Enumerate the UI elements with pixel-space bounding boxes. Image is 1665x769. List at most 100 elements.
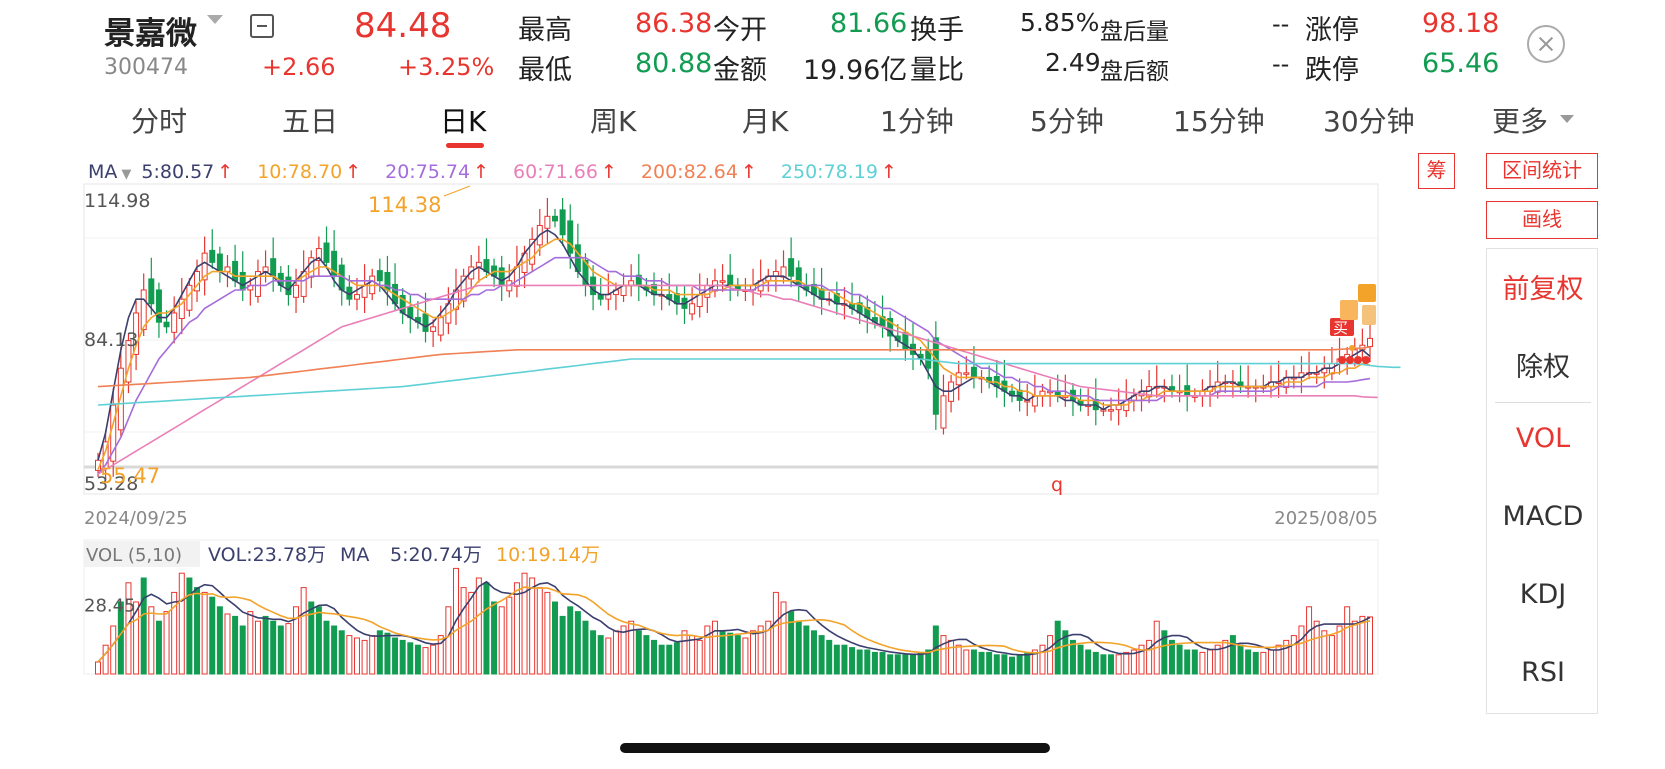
draw-line-button[interactable]: 画线 <box>1486 201 1598 239</box>
signal-dot <box>1362 356 1370 364</box>
up-arrow-icon: ↑ <box>740 161 757 183</box>
volume-bar <box>1359 615 1366 675</box>
side-divider <box>1495 402 1591 403</box>
volume-bar <box>1336 625 1343 675</box>
vol-ratio-value: 2.49 <box>1045 48 1101 77</box>
tab-30min[interactable]: 30分钟 <box>1323 105 1415 138</box>
up-arrow-icon: ↑ <box>601 161 617 183</box>
volume-bar <box>772 591 779 675</box>
volume-bar <box>1351 620 1358 675</box>
event-marker: q <box>1051 474 1063 496</box>
more-chevron-icon[interactable] <box>1560 115 1574 123</box>
candlestick-chart[interactable]: 114.98 84.13 53.28 114.38 55.47 q 买 2024/09/25 2… <box>0 0 1480 740</box>
side-item-qianfuquan[interactable]: 前复权 <box>1502 274 1584 305</box>
side-item-macd[interactable]: MACD <box>1502 501 1584 532</box>
volume-bar <box>300 587 307 675</box>
volume-bar <box>1176 644 1183 675</box>
tab-weekly-k[interactable]: 周K <box>590 105 637 138</box>
tab-15min[interactable]: 15分钟 <box>1173 105 1265 138</box>
tab-5min[interactable]: 5分钟 <box>1030 105 1104 138</box>
candle-body <box>323 242 330 263</box>
ma-legend-item: 250:78.19 ↑ <box>780 161 897 183</box>
max-price-pointer <box>443 185 471 197</box>
volume-bar <box>140 577 147 675</box>
open-label: 今开 <box>713 15 767 46</box>
turnover-value: 5.85% <box>1020 8 1100 37</box>
ma-label[interactable]: MA <box>88 161 118 183</box>
volume-bar <box>346 635 353 675</box>
volume-bar <box>590 630 597 675</box>
tab-1min[interactable]: 1分钟 <box>880 105 954 138</box>
volume-bar <box>475 577 482 675</box>
ma-legend-item: 20:75.74 ↑ <box>385 161 490 183</box>
tab-monthly-k[interactable]: 月K <box>742 105 789 138</box>
side-item-kdj[interactable]: KDJ <box>1519 579 1567 610</box>
side-item-rsi[interactable]: RSI <box>1521 657 1565 688</box>
volume-bar <box>178 572 185 675</box>
signal-dot <box>1346 356 1354 364</box>
range-stats-button[interactable]: 区间统计 <box>1486 153 1598 189</box>
volume-bar <box>1214 644 1221 675</box>
up-arrow-icon: ↑ <box>880 161 897 183</box>
volume-bar <box>239 625 246 675</box>
limit-up-value: 98.18 <box>1422 8 1500 39</box>
volume-bar <box>1115 654 1122 675</box>
volume-bar <box>925 649 932 675</box>
volume-bar <box>833 644 840 675</box>
volume-bar <box>430 644 437 675</box>
volume-bar <box>742 637 749 675</box>
volume-bar <box>673 642 680 675</box>
candle-body <box>376 270 383 282</box>
volume-bar <box>407 642 414 675</box>
volume-bar <box>277 625 284 675</box>
high-label: 最高 <box>518 15 572 46</box>
side-item-vol[interactable]: VOL <box>1515 423 1571 454</box>
turnover-label: 换手 <box>910 15 964 46</box>
collapse-icon[interactable] <box>250 14 274 38</box>
side-item-chuquan[interactable]: 除权 <box>1516 352 1570 383</box>
candle-body <box>133 312 140 355</box>
volume-bar <box>498 606 505 675</box>
volume-bar <box>422 647 429 675</box>
volume-bar <box>209 596 216 675</box>
min-price-label: 55.47 <box>100 464 160 488</box>
volume-bar <box>1252 651 1259 675</box>
tab-daily-k[interactable]: 日K <box>440 105 487 138</box>
candle-body <box>468 266 475 280</box>
volume-bar <box>163 611 170 675</box>
candle-body <box>437 317 444 336</box>
volume-bar <box>376 630 383 675</box>
close-icon[interactable] <box>1527 25 1565 63</box>
tab-more[interactable]: 更多 <box>1492 105 1549 138</box>
tab-fenshi[interactable]: 分时 <box>131 105 188 138</box>
candle-body <box>201 252 208 281</box>
home-indicator[interactable] <box>620 743 1050 753</box>
volume-bar <box>369 635 376 675</box>
chevron-down-icon[interactable] <box>207 15 223 24</box>
vol-ma10: 10:19.14万 <box>496 544 600 566</box>
volume-bar <box>171 591 178 675</box>
stock-name[interactable]: 景嘉微 <box>104 16 197 52</box>
volume-bar <box>536 587 543 675</box>
chip-button[interactable]: 筹 <box>1418 153 1455 189</box>
volume-bar <box>734 635 741 675</box>
candle-body <box>719 280 726 283</box>
buy-tag-label: 买 <box>1333 319 1348 337</box>
volume-bar <box>186 577 193 675</box>
up-arrow-icon: ↑ <box>345 161 362 183</box>
tab-wuri[interactable]: 五日 <box>282 105 339 138</box>
volume-bar <box>1009 656 1016 675</box>
volume-bar <box>780 601 787 675</box>
candle-body <box>232 260 239 282</box>
candle-body <box>430 326 437 332</box>
volume-bar <box>216 606 223 675</box>
volume-bar <box>612 630 619 675</box>
high-value: 86.38 <box>635 8 713 39</box>
ma-dropdown-icon[interactable]: ▼ <box>121 167 132 182</box>
vol-value: VOL:23.78万 <box>208 544 326 566</box>
candle-body <box>498 267 505 286</box>
volume-bar <box>871 651 878 675</box>
price-change: +2.66 <box>262 53 336 81</box>
stock-code: 300474 <box>104 55 188 80</box>
volume-bar <box>993 654 1000 675</box>
